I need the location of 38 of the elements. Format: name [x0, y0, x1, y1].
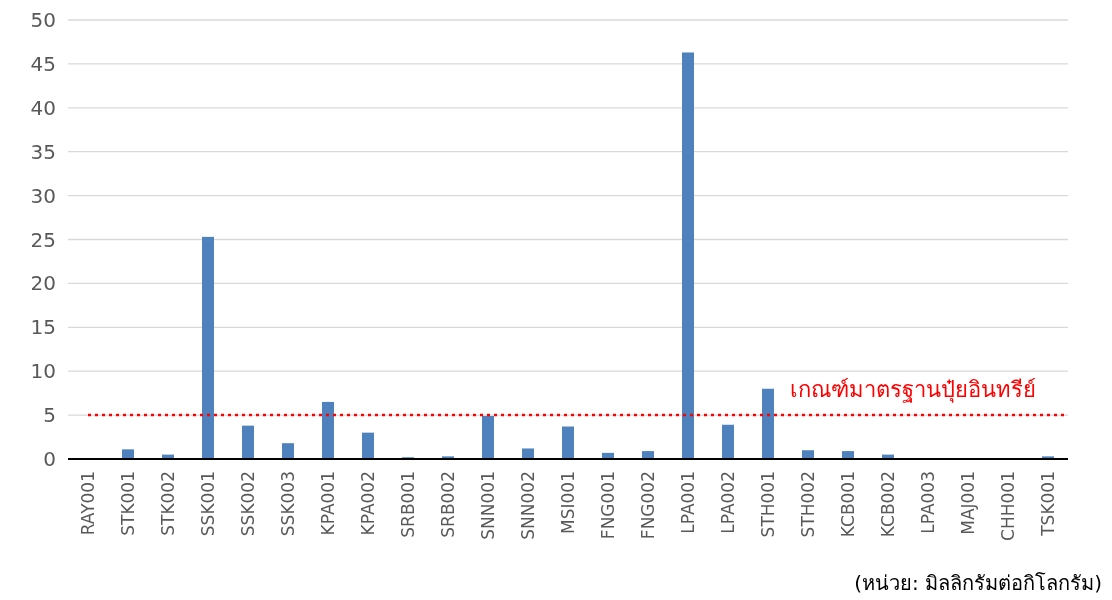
x-tick-label: KPA002 — [358, 471, 378, 536]
y-tick-label: 45 — [30, 51, 56, 76]
x-tick-label: SNN002 — [518, 471, 538, 540]
x-tick-label: SSK003 — [278, 471, 298, 537]
x-tick-label: CHH001 — [998, 471, 1018, 541]
x-tick-label: SSK001 — [198, 471, 218, 537]
x-tick-label: SRB002 — [438, 471, 458, 538]
x-tick-label: STH001 — [758, 471, 778, 538]
x-tick-label: LPA002 — [718, 471, 738, 534]
y-tick-label: 50 — [30, 8, 56, 32]
y-tick-label: 20 — [30, 271, 56, 296]
y-tick-label: 15 — [30, 315, 56, 340]
y-tick-label: 35 — [30, 139, 56, 164]
x-tick-label: KPA001 — [318, 471, 338, 536]
x-tick-label: STK002 — [158, 471, 178, 536]
x-tick-label: LPA001 — [678, 471, 698, 534]
ref-line-label: เกณฑ์มาตรฐานปุ๋ยอินทรีย์ — [790, 377, 1036, 404]
y-tick-label: 10 — [30, 359, 56, 384]
x-tick-label: SNN001 — [478, 471, 498, 540]
x-tick-label: RAY001 — [78, 471, 98, 536]
x-tick-label: FNG002 — [638, 471, 658, 540]
y-tick-label: 5 — [43, 403, 56, 428]
y-tick-label: 25 — [30, 227, 56, 252]
x-tick-label: TSK001 — [1038, 471, 1058, 537]
x-tick-label: STK001 — [118, 471, 138, 536]
x-tick-label: LPA003 — [918, 471, 938, 534]
text: (หน่วย: มิลลิกรัมต่อกิโลกรัม) — [854, 571, 1102, 595]
x-tick-label: SRB001 — [398, 471, 418, 538]
x-tick-label: STH002 — [798, 471, 818, 538]
x-tick-label: KCB002 — [878, 471, 898, 538]
x-tick-label: MAJ001 — [958, 471, 978, 535]
x-tick-label: FNG001 — [598, 471, 618, 540]
x-tick-label: SSK002 — [238, 471, 258, 537]
y-tick-label: 30 — [30, 183, 56, 208]
y-tick-label: 0 — [43, 447, 56, 471]
x-tick-label: MSI001 — [558, 471, 578, 534]
y-tick-label: 40 — [30, 95, 56, 120]
x-tick-label: KCB001 — [838, 471, 858, 538]
